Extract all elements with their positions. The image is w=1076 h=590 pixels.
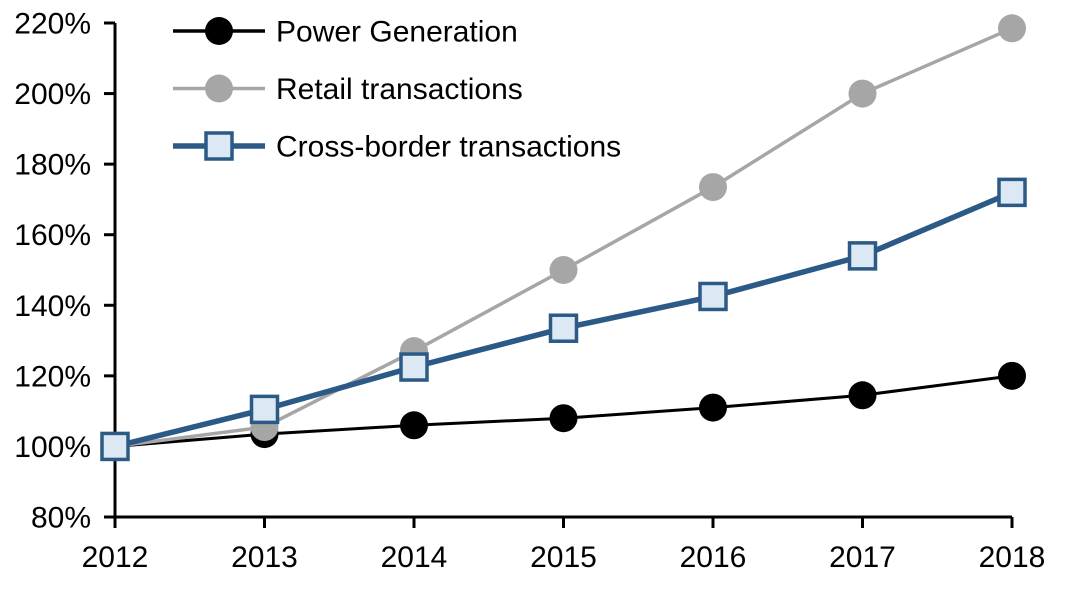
y-axis-label-220: 220% [14, 8, 91, 41]
data-point-cross-border-transactions-2015 [548, 313, 579, 343]
legend-marker-retail-transactions [205, 74, 233, 103]
data-point-retail-transactions-2016 [699, 173, 727, 202]
series-layer [100, 14, 1027, 462]
y-axis-label-200: 200% [14, 78, 91, 111]
data-point-cross-border-transactions-2018 [997, 177, 1027, 208]
data-point-power-generation-2014 [400, 411, 428, 440]
series-power-generation [101, 361, 1026, 461]
data-point-cross-border-transactions-2012 [100, 431, 130, 462]
legend-item-cross-border-transactions: Cross-border transactions [173, 131, 621, 164]
y-axis-label-180: 180% [14, 149, 91, 182]
data-point-cross-border-transactions-2017 [847, 241, 878, 271]
y-axis-label-140: 140% [14, 290, 91, 323]
data-point-power-generation-2015 [549, 404, 578, 433]
y-axis-label-80: 80% [31, 502, 91, 535]
data-point-retail-transactions-2015 [549, 256, 578, 284]
legend-label-retail-transactions: Retail transactions [276, 73, 523, 106]
x-axis-label-2018: 2018 [979, 541, 1046, 574]
x-axis-label-2015: 2015 [530, 541, 597, 574]
x-axis-label-2017: 2017 [829, 541, 896, 574]
legend-item-power-generation: Power Generation [173, 16, 518, 49]
data-point-power-generation-2018 [998, 361, 1026, 390]
data-point-retail-transactions-2018 [998, 14, 1026, 43]
legend-marker-power-generation [205, 17, 233, 45]
x-axis-label-2016: 2016 [680, 541, 747, 574]
legend-label-power-generation: Power Generation [276, 16, 518, 49]
legend-item-retail-transactions: Retail transactions [173, 73, 523, 106]
legend: Power Generation Retail transactions Cross… [173, 16, 621, 164]
data-point-cross-border-transactions-2014 [399, 352, 429, 382]
data-point-power-generation-2017 [848, 381, 877, 410]
series-line-retail-transactions [114, 26, 1013, 449]
x-axis-label-2013: 2013 [231, 541, 298, 574]
axis-labels: 220% 200% 180% 160% 140% 120% 100% 80% 2012 2013 2… [14, 8, 1045, 575]
data-point-cross-border-transactions-2016 [698, 281, 728, 312]
legend-label-cross-border-transactions: Cross-border transactions [276, 131, 621, 164]
x-axis-label-2012: 2012 [82, 541, 149, 574]
data-point-cross-border-transactions-2013 [249, 394, 280, 425]
y-axis-label-160: 160% [14, 219, 91, 252]
y-axis-label-100: 100% [14, 431, 91, 464]
data-point-retail-transactions-2017 [848, 79, 877, 108]
legend-marker-cross-border-transactions [204, 131, 234, 161]
series-cross-border-transactions [100, 177, 1027, 462]
y-axis-label-120: 120% [14, 360, 91, 393]
x-axis-label-2014: 2014 [381, 541, 448, 574]
data-point-power-generation-2016 [699, 393, 727, 422]
